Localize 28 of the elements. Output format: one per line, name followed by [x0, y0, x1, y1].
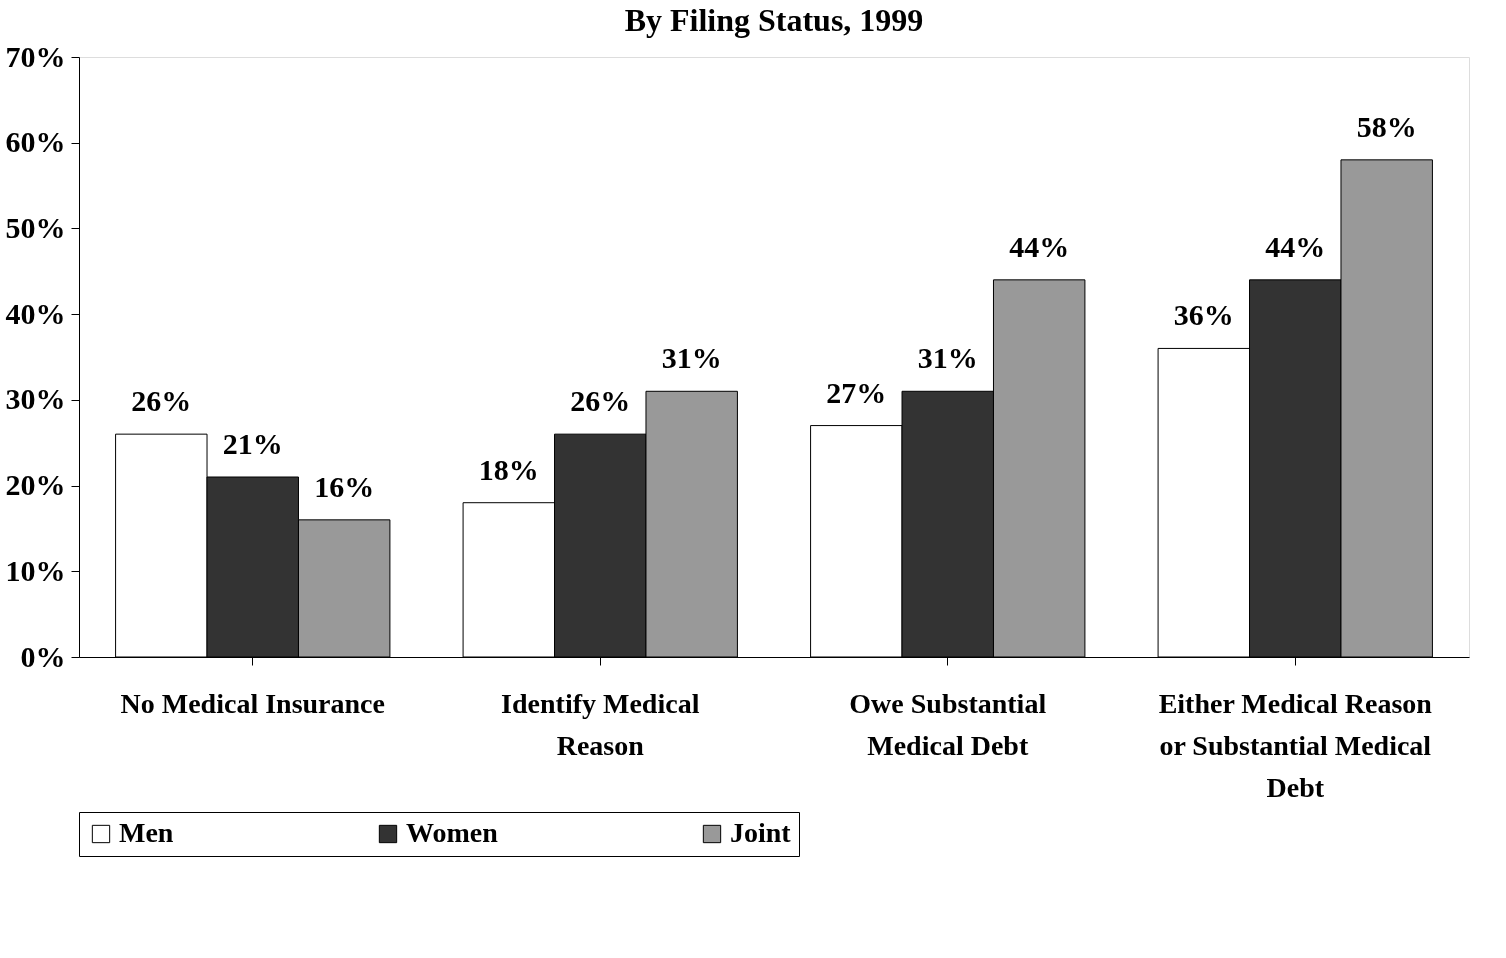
x-tick-label: No Medical Insurance	[120, 687, 385, 719]
y-tick-label: 0%	[20, 639, 66, 673]
data-label: 31%	[661, 341, 722, 375]
x-tick-label: Owe Substantial Medical Debt	[849, 687, 1047, 761]
data-label: 18%	[478, 452, 539, 486]
data-label: 27%	[826, 375, 887, 409]
data-label: 44%	[1009, 229, 1070, 263]
data-label: 26%	[570, 384, 631, 418]
y-tick-label: 60%	[5, 125, 66, 159]
data-label: 58%	[1356, 109, 1417, 143]
legend-label: Joint	[730, 817, 792, 848]
data-label: 44%	[1265, 229, 1326, 263]
y-tick-label: 10%	[5, 553, 66, 587]
y-tick-label: 20%	[5, 468, 66, 502]
data-label: 21%	[222, 427, 283, 460]
data-label: 16%	[314, 469, 375, 503]
y-tick-label: 70%	[5, 39, 66, 73]
x-tick-label: Identify Medical Reason	[501, 687, 700, 761]
data-label: 36%	[1173, 298, 1234, 332]
y-tick-label: 40%	[5, 296, 66, 330]
y-tick-label: 50%	[5, 210, 66, 244]
data-label: 31%	[917, 341, 978, 375]
data-label: 26%	[131, 384, 192, 418]
chart-title: By Filing Status, 1999	[624, 2, 924, 38]
x-tick-label: Either Medical Reason or Substantial Medical Debt	[1158, 687, 1433, 803]
legend-label: Men	[119, 817, 174, 848]
y-tick-label: 30%	[5, 382, 66, 416]
legend-label: Women	[406, 817, 499, 848]
